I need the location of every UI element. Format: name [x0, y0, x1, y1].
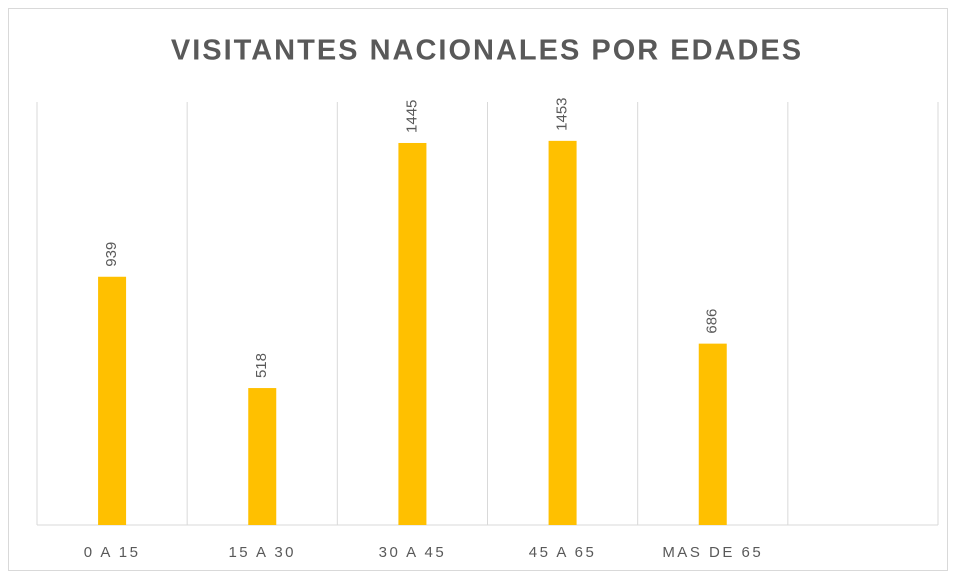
- x-tick-label: 15 A 30: [228, 544, 296, 561]
- data-label: 686: [704, 309, 721, 334]
- data-label: 939: [103, 242, 120, 267]
- x-tick-label: 30 A 45: [379, 544, 447, 561]
- data-label: 518: [253, 353, 270, 378]
- x-tick-label: 45 A 65: [529, 544, 597, 561]
- bar: [248, 388, 277, 525]
- bar: [698, 343, 727, 525]
- chart-border: [8, 8, 948, 571]
- data-label: 1453: [554, 97, 571, 130]
- chart-title: VISITANTES NACIONALES POR EDADES: [171, 35, 803, 67]
- x-tick-label: MAS DE 65: [662, 544, 763, 561]
- bar: [548, 140, 577, 525]
- bar: [98, 276, 127, 525]
- bar: [398, 142, 427, 525]
- x-tick-label: 0 A 15: [84, 544, 141, 561]
- data-label: 1445: [403, 100, 420, 133]
